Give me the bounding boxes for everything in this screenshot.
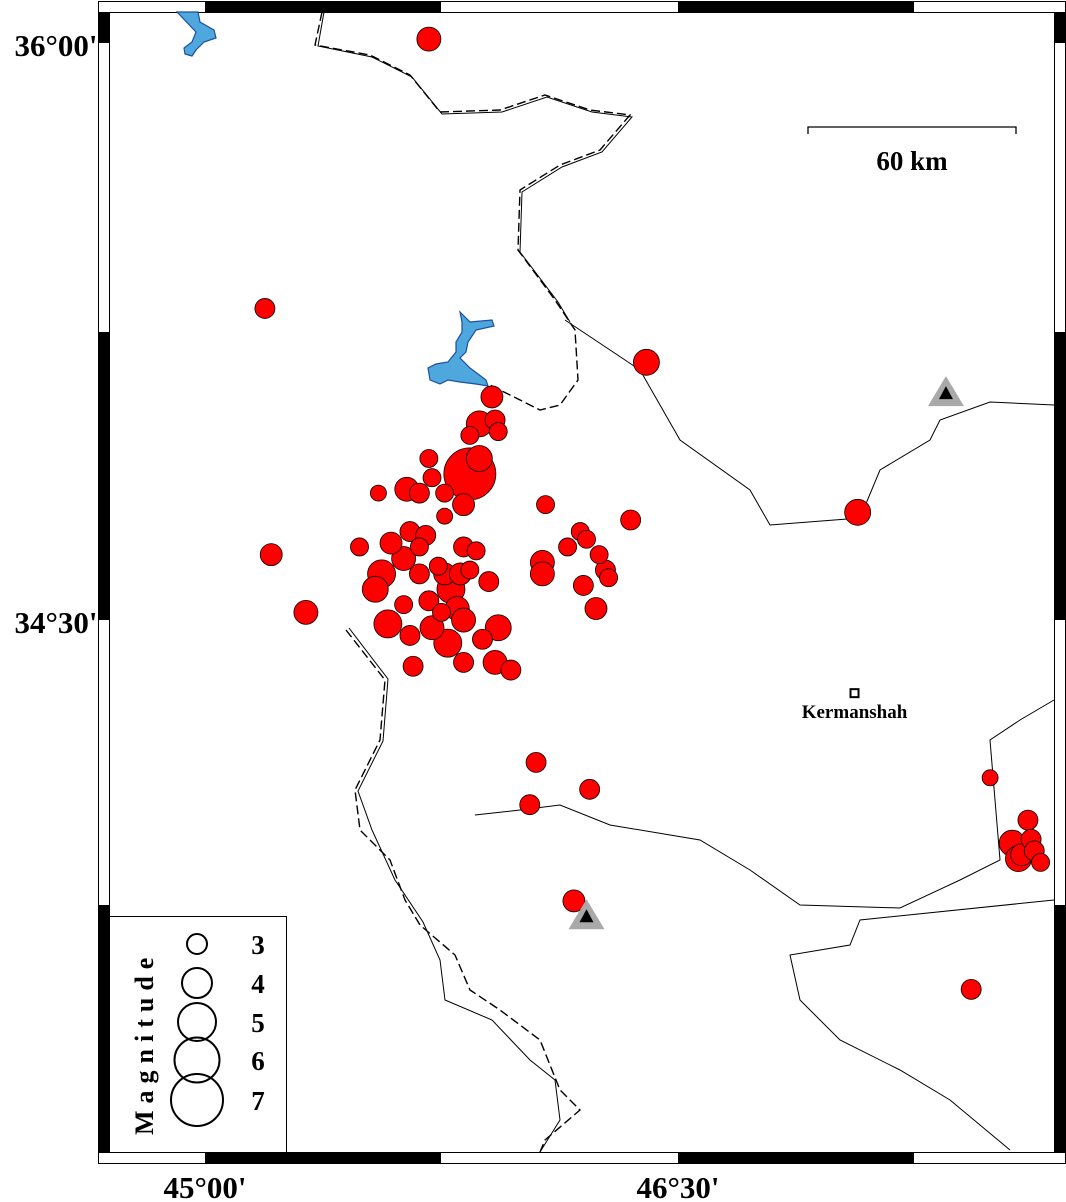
- lat-tick-label: 36°00': [14, 28, 97, 63]
- legend-label: 6: [251, 1046, 265, 1076]
- legend-label: 3: [251, 930, 265, 960]
- lat-tick-label: 34°30': [14, 605, 97, 640]
- earthquake-event: [577, 529, 596, 549]
- earthquake-event: [558, 537, 577, 557]
- lon-tick-label: 46°30': [636, 1170, 719, 1202]
- earthquake-event: [399, 625, 421, 646]
- earthquake-event: [451, 607, 476, 633]
- station-triangle-icon: [568, 899, 605, 930]
- earthquake-event: [981, 769, 999, 787]
- earthquake-event: [409, 482, 430, 504]
- legend-circle: [177, 1002, 217, 1042]
- scale-bar-label: 60 km: [876, 146, 948, 176]
- earthquake-event: [960, 978, 982, 1000]
- earthquake-event: [350, 537, 369, 557]
- earthquake-event: [633, 348, 660, 376]
- city-kermanshah: Kermanshah: [802, 688, 908, 723]
- earthquake-event: [466, 541, 486, 561]
- legend-label: 7: [251, 1086, 265, 1116]
- earthquake-event: [519, 794, 541, 816]
- earthquake-event: [460, 560, 480, 580]
- earthquake-event: [428, 556, 448, 576]
- earthquake-event: [478, 571, 500, 592]
- earthquake-event: [465, 445, 493, 472]
- earthquake-event: [500, 659, 522, 681]
- scale-bar: 60 km: [807, 126, 1017, 176]
- earthquake-event: [373, 609, 403, 639]
- earthquake-event: [402, 655, 424, 677]
- legend-label: 5: [251, 1008, 265, 1038]
- earthquake-event: [452, 493, 475, 517]
- lake-darbandikhan: [427, 310, 495, 387]
- earthquake-event: [436, 507, 454, 525]
- earthquake-event: [844, 498, 872, 526]
- earthquake-event: [370, 484, 387, 502]
- earthquake-event: [620, 509, 642, 531]
- earthquake-event: [394, 595, 414, 615]
- earthquake-event: [391, 546, 417, 571]
- station-triangle-icon: [927, 376, 964, 407]
- earthquake-event: [562, 889, 586, 913]
- lake-north: [175, 11, 217, 57]
- earthquake-event: [1031, 853, 1050, 872]
- earthquake-event: [379, 531, 403, 555]
- earthquake-event: [599, 568, 618, 588]
- earthquake-event: [589, 545, 609, 565]
- earthquake-event: [460, 425, 480, 445]
- earthquake-event: [529, 561, 555, 587]
- legend-title: Magnitude: [130, 951, 159, 1135]
- earthquake-event: [418, 590, 440, 612]
- earthquake-event: [453, 651, 474, 673]
- seismic-stations: [568, 376, 964, 930]
- earthquake-event: [584, 597, 608, 620]
- earthquake-event: [422, 468, 442, 488]
- earthquake-events: [254, 26, 1050, 1000]
- earthquake-event: [488, 422, 508, 441]
- earthquake-event: [419, 449, 439, 468]
- earthquake-event: [480, 385, 504, 409]
- earthquake-event: [410, 537, 429, 557]
- earthquake-event: [525, 751, 547, 773]
- lakes: [175, 11, 495, 387]
- earthquake-event: [254, 298, 276, 319]
- earthquake-event: [579, 778, 601, 800]
- legend-circle: [173, 1036, 221, 1084]
- earthquake-event: [472, 628, 493, 650]
- earthquake-event: [293, 599, 319, 625]
- lon-tick-label: 45°00': [163, 1170, 246, 1202]
- earthquake-event: [419, 615, 445, 641]
- earthquake-event: [361, 575, 389, 603]
- legend-circle: [181, 967, 213, 999]
- earthquake-event: [484, 614, 512, 642]
- earthquake-event: [536, 495, 555, 515]
- earthquake-event: [432, 602, 451, 622]
- borders: [314, 11, 1055, 1153]
- legend-circle: [186, 933, 208, 955]
- earthquake-event: [409, 563, 430, 585]
- legend-circle: [170, 1073, 224, 1127]
- earthquake-event: [435, 483, 455, 503]
- earthquake-event: [572, 575, 594, 596]
- city-label: Kermanshah: [802, 702, 908, 723]
- magnitude-legend: Magnitude 3 4 5 6 7: [109, 916, 287, 1153]
- legend-label: 4: [251, 969, 265, 999]
- earthquake-event: [259, 543, 283, 567]
- tick-labels: 36°00' 34°30' 45°00' 46°30': [14, 28, 719, 1202]
- city-marker-icon: [849, 688, 860, 699]
- earthquake-event: [1017, 809, 1039, 831]
- earthquake-event: [416, 26, 442, 52]
